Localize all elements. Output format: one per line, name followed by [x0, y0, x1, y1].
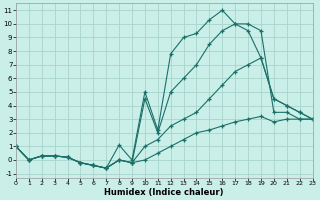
X-axis label: Humidex (Indice chaleur): Humidex (Indice chaleur) — [105, 188, 224, 197]
